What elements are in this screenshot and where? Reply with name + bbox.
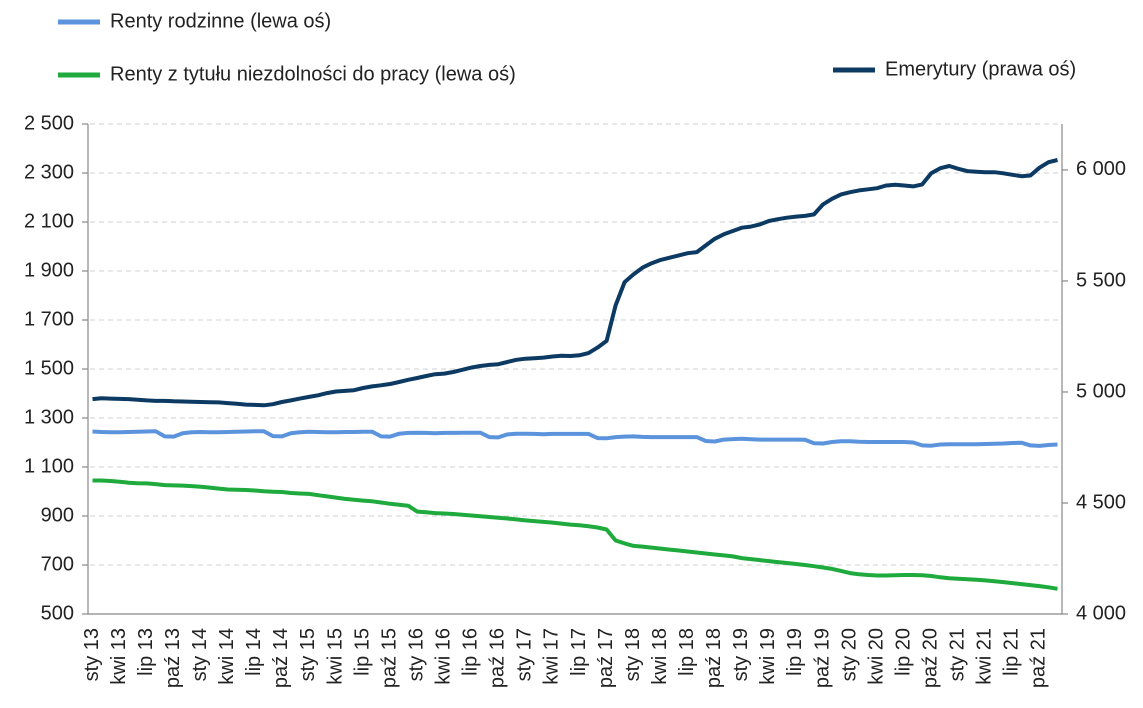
line-series bbox=[92, 478, 1058, 591]
x-tick-label: paź 15 bbox=[378, 628, 400, 688]
x-tick-label: sty 20 bbox=[838, 628, 860, 681]
x-tick-label: sty 21 bbox=[947, 628, 969, 681]
x-tick-label: lip 16 bbox=[460, 628, 482, 676]
x-tick-label: paź 16 bbox=[487, 628, 509, 688]
x-tick-label: kwi 19 bbox=[757, 628, 779, 685]
y2-tick-label: 5 000 bbox=[1076, 380, 1126, 402]
x-tick-label: sty 15 bbox=[297, 628, 319, 681]
y-tick-label: 1 900 bbox=[24, 259, 74, 281]
y-tick-label: 1 300 bbox=[24, 406, 74, 428]
x-tick-label: paź 21 bbox=[1028, 628, 1050, 688]
x-tick-label: sty 19 bbox=[730, 628, 752, 681]
x-tick-label: kwi 15 bbox=[324, 628, 346, 685]
x-tick-label: sty 14 bbox=[189, 628, 211, 681]
x-tick-label: kwi 16 bbox=[433, 628, 455, 685]
line-series bbox=[92, 158, 1058, 408]
y-tick-label: 900 bbox=[41, 504, 74, 526]
y-tick-label: 1 500 bbox=[24, 357, 74, 379]
x-tick-label: lip 14 bbox=[243, 628, 265, 676]
y-tick-label: 2 100 bbox=[24, 210, 74, 232]
x-tick-label: lip 20 bbox=[892, 628, 914, 676]
y-tick-label: 1 700 bbox=[24, 308, 74, 330]
y-tick-label: 1 100 bbox=[24, 455, 74, 477]
y-tick-label: 700 bbox=[41, 553, 74, 575]
x-tick-label: sty 17 bbox=[514, 628, 536, 681]
x-tick-label: paź 18 bbox=[703, 628, 725, 688]
x-tick-label: kwi 18 bbox=[649, 628, 671, 685]
legend-label: Renty rodzinne (lewa oś) bbox=[110, 10, 331, 32]
x-tick-label: kwi 21 bbox=[974, 628, 996, 685]
x-tick-label: kwi 17 bbox=[541, 628, 563, 685]
y-tick-label: 2 300 bbox=[24, 161, 74, 183]
legend-label: Renty z tytułu niezdolności do pracy (le… bbox=[110, 63, 516, 85]
y2-tick-label: 5 500 bbox=[1076, 269, 1126, 291]
x-tick-label: sty 13 bbox=[81, 628, 103, 681]
y2-tick-label: 6 000 bbox=[1076, 158, 1126, 180]
x-tick-label: paź 19 bbox=[811, 628, 833, 688]
line-series bbox=[92, 429, 1058, 448]
x-tick-label: paź 14 bbox=[270, 628, 292, 688]
x-tick-label: sty 16 bbox=[405, 628, 427, 681]
x-tick-label: paź 13 bbox=[162, 628, 184, 688]
x-tick-label: lip 17 bbox=[568, 628, 590, 676]
x-tick-label: kwi 20 bbox=[865, 628, 887, 685]
x-tick-label: kwi 13 bbox=[108, 628, 130, 685]
x-tick-label: paź 17 bbox=[595, 628, 617, 688]
x-tick-label: lip 19 bbox=[784, 628, 806, 676]
x-tick-label: paź 20 bbox=[920, 628, 942, 688]
x-tick-label: sty 18 bbox=[622, 628, 644, 681]
x-tick-label: lip 15 bbox=[351, 628, 373, 676]
x-tick-label: lip 21 bbox=[1001, 628, 1023, 676]
y-tick-label: 500 bbox=[41, 602, 74, 624]
x-tick-label: lip 18 bbox=[676, 628, 698, 676]
legend-label: Emerytury (prawa oś) bbox=[885, 58, 1076, 80]
x-tick-label: kwi 14 bbox=[216, 628, 238, 685]
x-tick-label: lip 13 bbox=[135, 628, 157, 676]
y2-tick-label: 4 500 bbox=[1076, 491, 1126, 513]
y-tick-label: 2 500 bbox=[24, 112, 74, 134]
y2-tick-label: 4 000 bbox=[1076, 602, 1126, 624]
